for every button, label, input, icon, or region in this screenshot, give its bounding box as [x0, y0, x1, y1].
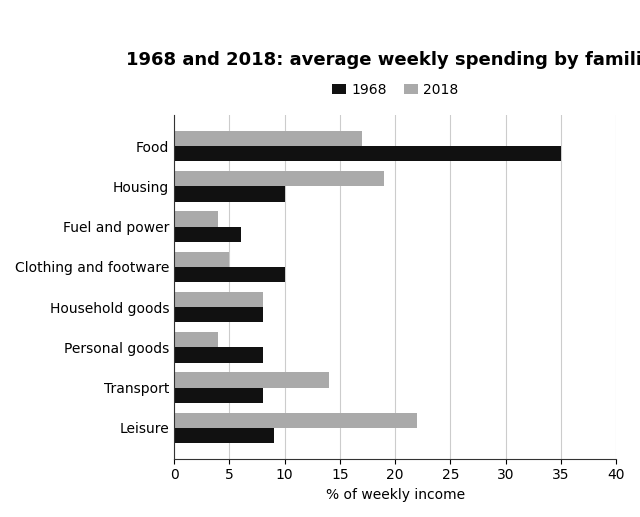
- Bar: [174, 292, 262, 307]
- Bar: [174, 226, 241, 242]
- Bar: [174, 307, 262, 323]
- Bar: [174, 372, 329, 388]
- Bar: [174, 267, 285, 282]
- Bar: [174, 428, 274, 443]
- Bar: [174, 131, 362, 146]
- Title: 1968 and 2018: average weekly spending by families: 1968 and 2018: average weekly spending b…: [126, 51, 640, 69]
- Bar: [174, 388, 262, 403]
- Bar: [174, 252, 230, 267]
- X-axis label: % of weekly income: % of weekly income: [326, 488, 465, 502]
- Legend: 1968, 2018: 1968, 2018: [326, 78, 464, 102]
- Bar: [174, 146, 561, 161]
- Bar: [174, 171, 384, 186]
- Bar: [174, 413, 417, 428]
- Bar: [174, 211, 218, 226]
- Bar: [174, 347, 262, 362]
- Bar: [174, 332, 218, 347]
- Bar: [174, 186, 285, 202]
